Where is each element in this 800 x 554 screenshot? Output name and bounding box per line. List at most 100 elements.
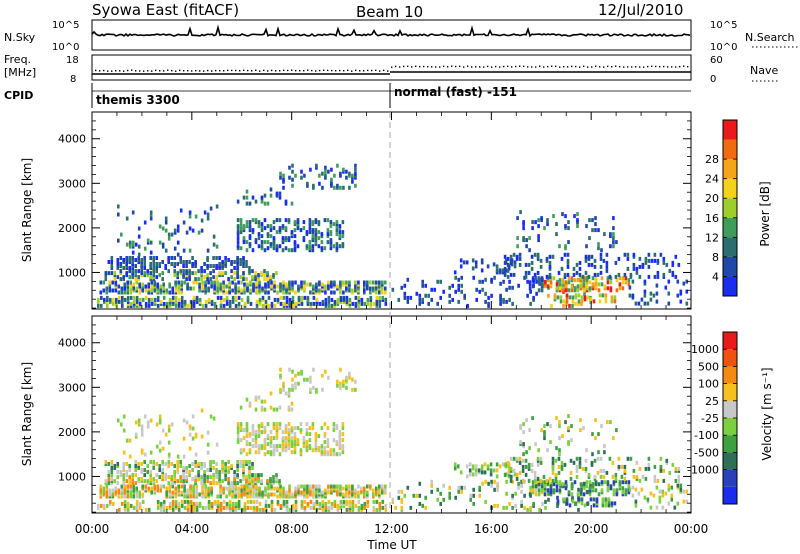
range-cell [180, 490, 183, 495]
range-cell [216, 280, 219, 285]
range-cell [236, 426, 240, 431]
range-cell [230, 260, 233, 264]
range-cell [534, 220, 537, 225]
range-cell [209, 271, 212, 276]
range-cell [242, 473, 245, 478]
range-cell [345, 375, 348, 380]
range-cell [333, 299, 337, 304]
range-cell [561, 482, 565, 487]
freq-left-label-2: [MHz] [4, 66, 36, 79]
range-cell [360, 301, 364, 306]
range-cell [484, 277, 487, 282]
range-cell [242, 236, 246, 241]
range-cell [129, 490, 132, 495]
range-cell [503, 266, 507, 271]
range-cell [658, 495, 662, 500]
range-cell [570, 482, 574, 487]
range-cell [134, 481, 137, 486]
range-cell [149, 275, 152, 280]
range-cell [539, 258, 543, 263]
range-cell [528, 248, 531, 253]
range-cell [653, 258, 657, 263]
range-cell [177, 297, 181, 302]
range-cell [559, 295, 563, 300]
range-cell [578, 456, 582, 461]
range-cell [537, 488, 541, 493]
range-cell [125, 473, 128, 478]
range-cell [342, 379, 345, 384]
range-cell [578, 464, 582, 469]
range-cell [144, 284, 147, 289]
range-cell [269, 444, 273, 449]
range-cell [509, 456, 513, 461]
range-cell [158, 418, 162, 423]
range-cell [661, 489, 665, 494]
range-cell [234, 295, 238, 300]
range-cell [159, 299, 163, 304]
range-cell [662, 272, 666, 277]
range-cell [182, 264, 185, 268]
range-cell [123, 499, 127, 504]
range-cell [291, 295, 295, 300]
range-cell [524, 464, 528, 469]
range-cell [234, 490, 237, 495]
range-cell [375, 507, 379, 512]
range-cell [536, 256, 540, 261]
range-cell [164, 220, 168, 225]
range-cell [198, 501, 202, 506]
range-cell [306, 484, 309, 489]
range-cell [168, 297, 172, 302]
range-cell [597, 246, 600, 251]
range-cell [173, 269, 176, 274]
range-cell [525, 244, 528, 249]
range-cell [439, 491, 442, 496]
nave-dot [563, 66, 565, 68]
nave-dot [371, 69, 373, 72]
range-cell [291, 280, 294, 285]
range-cell [284, 436, 288, 441]
range-cell [186, 303, 190, 308]
range-cell [282, 490, 285, 495]
range-cell [188, 214, 192, 219]
range-cell [574, 301, 577, 306]
range-cell [381, 490, 384, 495]
range-cell [315, 387, 318, 392]
range-cell [266, 450, 270, 455]
range-cell [294, 173, 297, 178]
range-cell [652, 493, 656, 498]
range-cell [212, 473, 215, 478]
range-cell [192, 280, 195, 285]
range-cell [323, 432, 327, 437]
range-cell [564, 420, 567, 425]
range-cell [448, 495, 451, 500]
time-tick-label: 00:00 [75, 522, 110, 536]
range-cell [327, 505, 331, 510]
range-cell [128, 464, 131, 468]
range-cell [131, 250, 135, 255]
range-cell [180, 499, 184, 504]
range-cell [480, 258, 484, 263]
range-cell [606, 276, 610, 281]
range-cell [548, 272, 552, 277]
range-cell [308, 438, 312, 443]
range-cell [294, 280, 297, 285]
range-cell [685, 279, 689, 284]
range-cell [242, 224, 246, 229]
range-cell [99, 484, 103, 489]
range-cell [418, 501, 422, 506]
range-cell [204, 299, 208, 304]
range-cell [164, 248, 168, 253]
range-cell [212, 264, 215, 268]
range-cell [173, 473, 176, 478]
nave-dot [607, 65, 609, 68]
range-cell [302, 444, 306, 449]
range-cell [162, 499, 166, 504]
range-cell [222, 505, 226, 510]
nave-dot [159, 70, 161, 72]
range-cell [116, 475, 120, 480]
range-cell [570, 484, 574, 489]
range-cell [245, 277, 248, 282]
range-cell [236, 275, 239, 280]
nave-dot [187, 69, 189, 72]
range-cell [638, 274, 642, 279]
